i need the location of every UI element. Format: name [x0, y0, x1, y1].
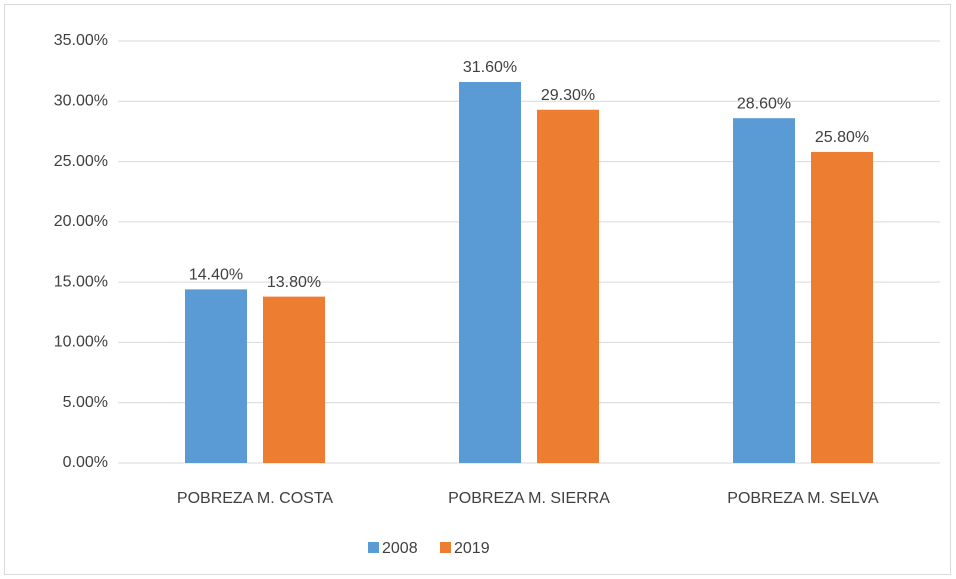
data-label: 14.40% [189, 267, 243, 284]
bar [537, 109, 599, 464]
y-tick-label: 20.00% [54, 213, 108, 230]
bar [811, 151, 873, 463]
legend-label: 2019 [454, 540, 490, 557]
bar [263, 296, 325, 463]
legend-swatch [368, 542, 379, 553]
legend-swatch [440, 542, 451, 553]
y-tick-label: 10.00% [54, 334, 108, 351]
data-label: 29.30% [541, 87, 595, 104]
data-label: 31.60% [463, 59, 517, 76]
y-tick-label: 35.00% [54, 32, 108, 49]
x-tick-label: POBREZA M. COSTA [177, 490, 334, 507]
x-tick-label: POBREZA M. SELVA [727, 490, 879, 507]
y-tick-label: 0.00% [63, 454, 108, 471]
legend-label: 2008 [382, 540, 418, 557]
bar [185, 289, 247, 463]
y-tick-label: 30.00% [54, 93, 108, 110]
data-label: 25.80% [815, 129, 869, 146]
bar [459, 81, 521, 463]
data-label: 28.60% [737, 95, 791, 112]
y-tick-label: 25.00% [54, 153, 108, 170]
data-label: 13.80% [267, 274, 321, 291]
x-tick-label: POBREZA M. SIERRA [448, 490, 610, 507]
y-tick-label: 15.00% [54, 273, 108, 290]
y-tick-label: 5.00% [63, 394, 108, 411]
bar [733, 118, 795, 463]
